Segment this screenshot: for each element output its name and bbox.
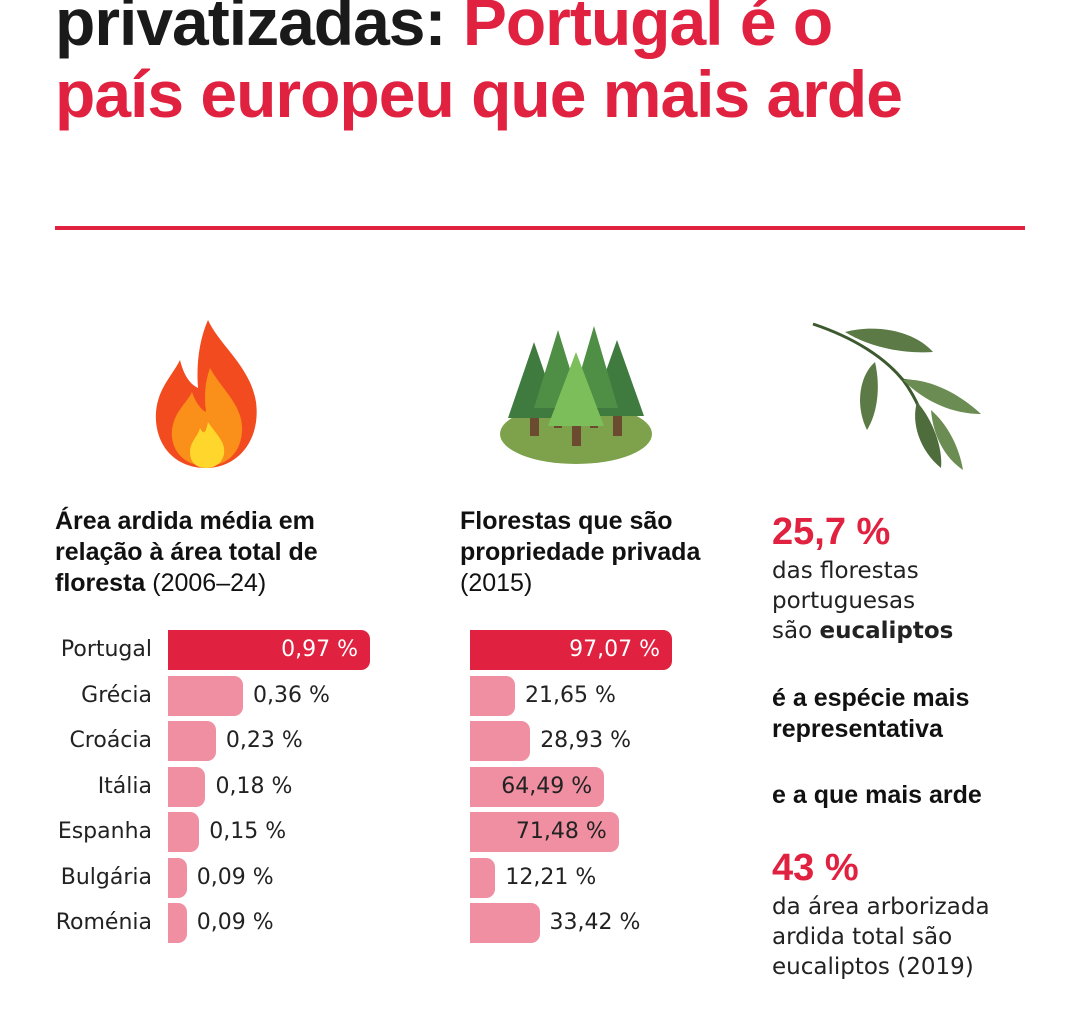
chart2-value-label: 28,93 %: [540, 728, 632, 753]
chart1-value-label: 0,97 %: [281, 637, 358, 662]
burns-note: e a que mais arde: [772, 781, 982, 809]
chart1-bar: [168, 812, 200, 852]
stat2-line3: eucaliptos (2019): [772, 954, 974, 980]
col2-title: Florestas que são propriedade privada (2…: [460, 506, 705, 599]
chart2-bar: [470, 857, 496, 898]
chart1-bar: [168, 857, 187, 898]
stat2-value: 43 %: [772, 847, 859, 889]
country-label: Itália: [97, 773, 152, 799]
chart1-value-label: 0,09 %: [196, 864, 274, 890]
chart2-value-label: 12,21 %: [505, 864, 597, 890]
stat1-description: das florestas portuguesas são eucaliptos: [772, 556, 953, 646]
chart2-bar: [470, 903, 540, 943]
chart1-bar: [168, 630, 370, 670]
chart1-value-label: 0,09 %: [196, 910, 274, 935]
species-note-line2: representativa: [772, 715, 943, 743]
country-label: Roménia: [55, 910, 152, 935]
chart1-value-label: 0,15 %: [209, 819, 287, 844]
headline-divider: [55, 226, 1025, 230]
country-label: Portugal: [60, 637, 152, 662]
headline: privatizadas: Portugal é o país europeu …: [55, 0, 1065, 130]
col1-title: Área ardida média em relação à área tota…: [55, 506, 385, 599]
chart2-bar: [470, 766, 605, 807]
stat2-description: da área arborizada ardida total são euca…: [772, 892, 990, 982]
headline-red-1: Portugal é o: [462, 0, 833, 59]
country-label: Grécia: [81, 682, 152, 708]
stat1-value: 25,7 %: [772, 511, 891, 553]
chart1-bar: [168, 721, 216, 761]
stat1-line1: das florestas: [772, 558, 919, 584]
stat2-line2: ardida total são: [772, 924, 953, 950]
country-label: Croácia: [69, 728, 152, 753]
forest-icon: [500, 326, 652, 464]
chart1-bar: [168, 675, 243, 716]
chart2-bar: [470, 630, 672, 670]
chart1-bar: [168, 766, 206, 807]
chart1-value-label: 0,36 %: [252, 682, 330, 708]
chart1-value-label: 0,18 %: [215, 773, 293, 799]
eucalyptus-leaf-icon: [812, 322, 981, 470]
stat1-line2: portuguesas: [772, 588, 916, 614]
species-note-line1: é a espécie mais: [772, 684, 970, 712]
col2-title-year: (2015): [460, 569, 533, 597]
headline-black: privatizadas:: [55, 0, 446, 59]
chart2-value-label: 33,42 %: [549, 910, 641, 935]
chart2-bar: [470, 721, 531, 761]
chart1-bar: [168, 903, 187, 943]
chart2-value-label: 64,49 %: [501, 773, 593, 799]
species-note: é a espécie mais representativa: [772, 683, 969, 745]
country-label: Bulgária: [60, 864, 152, 890]
country-label: Espanha: [57, 819, 152, 844]
chart2-value-label: 71,48 %: [515, 819, 607, 844]
col2-title-bold: Florestas que são propriedade privada: [460, 507, 701, 566]
fire-icon: [155, 320, 257, 468]
col1-title-year: (2006–24): [152, 569, 267, 597]
stat1-line3: são eucaliptos: [772, 616, 953, 646]
chart2-bar: [470, 812, 619, 852]
col1-title-bold: Área ardida média em relação à área tota…: [55, 507, 318, 597]
chart2-value-label: 21,65 %: [525, 682, 616, 708]
headline-red-2: país europeu que mais arde: [55, 57, 903, 131]
stat2-line1: da área arborizada: [772, 894, 990, 920]
chart2-value-label: 97,07 %: [569, 637, 660, 662]
stat1-line3-pre: são: [772, 618, 820, 644]
chart2-bar: [470, 675, 516, 716]
stat1-line3-bold: eucaliptos: [819, 618, 954, 644]
chart1-value-label: 0,23 %: [225, 728, 303, 753]
